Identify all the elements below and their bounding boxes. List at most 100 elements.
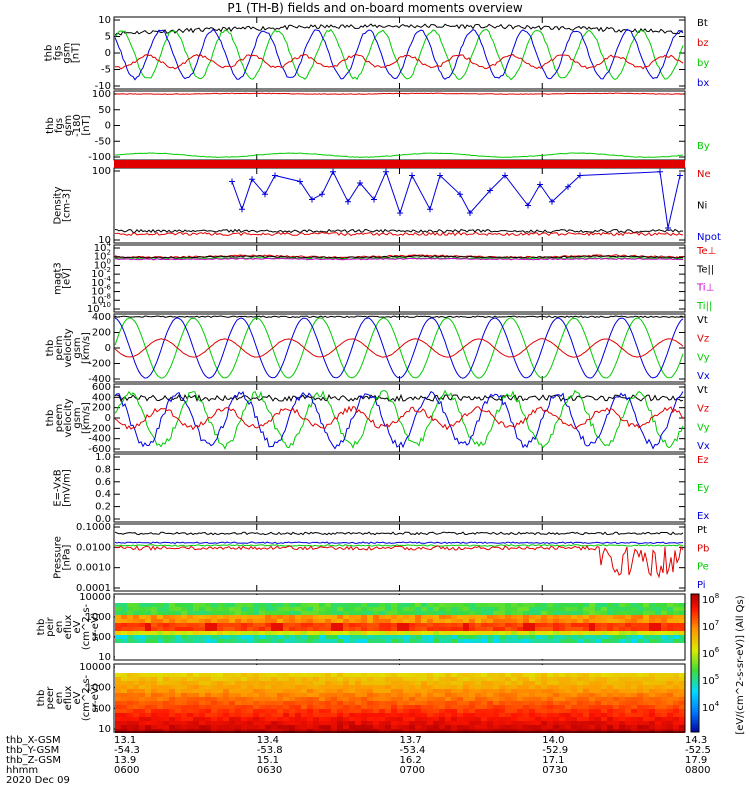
spectrogram-cell xyxy=(433,655,439,659)
spectrogram-cell xyxy=(295,677,301,681)
spectrogram-cell xyxy=(175,721,181,725)
spectrogram-cell xyxy=(181,709,187,713)
spectrogram-cell xyxy=(211,697,217,701)
spectrogram-cell xyxy=(391,627,397,631)
spectrogram-cell xyxy=(529,619,535,623)
spectrogram-cell xyxy=(265,669,271,673)
spectrogram-cell xyxy=(673,635,679,639)
spectrogram-cell xyxy=(385,697,391,701)
spectrogram-cell xyxy=(313,677,319,681)
spectrogram-cell xyxy=(589,665,595,669)
spectrogram-cell xyxy=(637,651,643,655)
spectrogram-cell xyxy=(547,615,553,619)
spectrogram-cell xyxy=(211,635,217,639)
spectrogram-cell xyxy=(559,725,565,729)
spectrogram-cell xyxy=(199,619,205,623)
spectrogram-cell xyxy=(145,725,151,729)
spectrogram-cell xyxy=(637,701,643,705)
spectrogram-cell xyxy=(163,713,169,717)
spectrogram-cell xyxy=(247,693,253,697)
x-tick-label: 13.9 xyxy=(114,755,136,766)
spectrogram-cell xyxy=(193,689,199,693)
spectrogram-cell xyxy=(661,729,667,733)
spectrogram-cell xyxy=(373,615,379,619)
spectrogram-cell xyxy=(565,669,571,673)
spectrogram-cell xyxy=(421,619,427,623)
spectrogram-cell xyxy=(397,627,403,631)
npot-marker xyxy=(262,191,268,198)
spectrogram-cell xyxy=(637,665,643,669)
spectrogram-cell xyxy=(487,669,493,673)
spectrogram-cell xyxy=(583,685,589,689)
spectrogram-cell xyxy=(553,673,559,677)
npot-marker xyxy=(487,187,493,194)
spectrogram-cell xyxy=(205,643,211,647)
spectrogram-cell xyxy=(487,713,493,717)
npot-marker xyxy=(457,191,463,198)
spectrogram-cell xyxy=(541,717,547,721)
spectrogram-cell xyxy=(487,615,493,619)
spectrogram-cell xyxy=(607,725,613,729)
spectrogram-cell xyxy=(343,647,349,651)
spectrogram-cell xyxy=(451,677,457,681)
spectrogram-cell xyxy=(265,607,271,611)
spectrogram-cell xyxy=(595,627,601,631)
spectrogram-cell xyxy=(115,651,121,655)
spectrogram-cell xyxy=(601,603,607,607)
spectrogram-cell xyxy=(583,651,589,655)
spectrogram-cell xyxy=(439,595,445,599)
spectrogram-cell xyxy=(679,721,685,725)
series-line-te-par xyxy=(114,255,683,259)
spectrogram-cell xyxy=(175,639,181,643)
spectrogram-cell xyxy=(523,643,529,647)
spectrogram-cell xyxy=(673,631,679,635)
spectrogram-cell xyxy=(613,717,619,721)
spectrogram-cell xyxy=(337,697,343,701)
spectrogram-cell xyxy=(211,669,217,673)
spectrogram-cell xyxy=(187,713,193,717)
spectrogram-cell xyxy=(331,669,337,673)
spectrogram-cell xyxy=(229,669,235,673)
spectrogram-cell xyxy=(241,655,247,659)
spectrogram-cell xyxy=(307,599,313,603)
spectrogram-cell xyxy=(259,697,265,701)
spectrogram-cell xyxy=(535,681,541,685)
spectrogram-cell xyxy=(133,681,139,685)
spectrogram-cell xyxy=(463,685,469,689)
spectrogram-cell xyxy=(475,603,481,607)
spectrogram-cell xyxy=(307,709,313,713)
spectrogram-cell xyxy=(541,673,547,677)
spectrogram-cell xyxy=(451,697,457,701)
spectrogram-cell xyxy=(337,709,343,713)
spectrogram-cell xyxy=(373,619,379,623)
spectrogram-cell xyxy=(649,713,655,717)
spectrogram-cell xyxy=(481,697,487,701)
spectrogram-cell xyxy=(637,643,643,647)
spectrogram-cell xyxy=(439,655,445,659)
spectrogram-cell xyxy=(667,635,673,639)
spectrogram-cell xyxy=(169,607,175,611)
spectrogram-cell xyxy=(547,701,553,705)
spectrogram-cell xyxy=(583,665,589,669)
spectrogram-cell xyxy=(397,595,403,599)
spectrogram-cell xyxy=(115,599,121,603)
spectrogram-cell xyxy=(373,651,379,655)
npot-marker xyxy=(239,206,245,213)
spectrogram-cell xyxy=(313,693,319,697)
spectrogram-cell xyxy=(211,681,217,685)
spectrogram-cell xyxy=(199,701,205,705)
spectrogram-cell xyxy=(253,729,259,733)
spectrogram-cell xyxy=(583,631,589,635)
spectrogram-cell xyxy=(133,595,139,599)
spectrogram-cell xyxy=(343,643,349,647)
spectrogram-cell xyxy=(265,643,271,647)
spectrogram-cell xyxy=(571,619,577,623)
spectrogram-cell xyxy=(427,693,433,697)
spectrogram-cell xyxy=(637,689,643,693)
colorbar-cell xyxy=(691,718,699,720)
spectrogram-cell xyxy=(505,697,511,701)
spectrogram-cell xyxy=(133,721,139,725)
spectrogram-cell xyxy=(367,693,373,697)
spectrogram-cell xyxy=(169,639,175,643)
spectrogram-cell xyxy=(601,607,607,611)
